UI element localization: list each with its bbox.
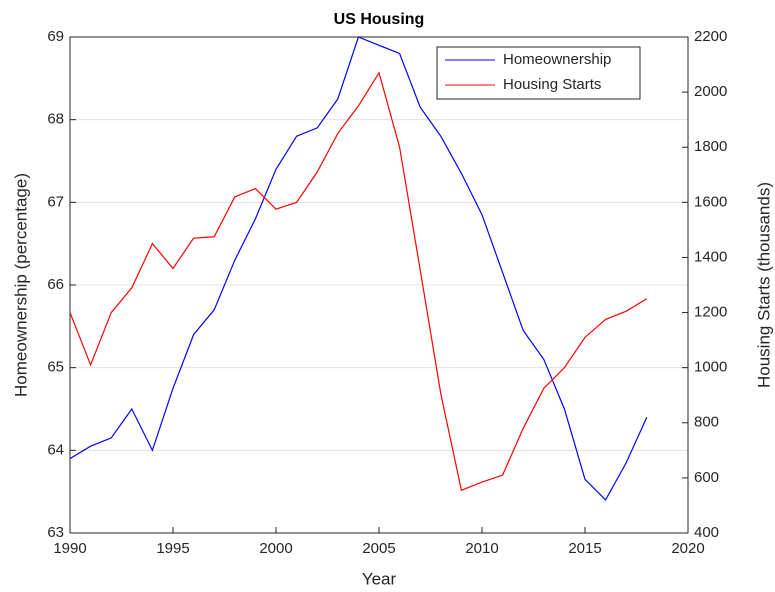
x-tick-label: 2020 — [671, 540, 704, 557]
y-axis-label: Homeownership (percentage) — [11, 173, 30, 397]
y-tick-label: 66 — [47, 276, 64, 293]
y2-tick-label: 800 — [694, 414, 719, 431]
x-tick-label: 2010 — [465, 540, 498, 557]
y-tick-label: 63 — [47, 524, 64, 541]
y2-tick-label: 400 — [694, 524, 719, 541]
x-tick-label: 2005 — [362, 540, 395, 557]
y2-tick-label: 1400 — [694, 248, 727, 265]
y2-axis-label: Housing Starts (thousands) — [754, 182, 773, 388]
x-tick-label: 2015 — [568, 540, 601, 557]
x-axis-label: Year — [362, 569, 397, 588]
y2-tick-label: 2000 — [694, 83, 727, 100]
legend-label: Homeownership — [503, 51, 611, 68]
y-tick-label: 65 — [47, 359, 64, 376]
series-line — [69, 71, 648, 492]
y2-tick-label: 1200 — [694, 304, 727, 321]
y2-tick-label: 600 — [694, 469, 719, 486]
x-tick-label: 1995 — [156, 540, 189, 557]
y-tick-label: 64 — [47, 441, 64, 458]
y-tick-label: 67 — [47, 193, 64, 210]
y2-tick-label: 1000 — [694, 359, 727, 376]
y-tick-label: 69 — [47, 28, 64, 45]
y2-tick-label: 2200 — [694, 28, 727, 45]
x-tick-label: 2000 — [259, 540, 292, 557]
y-tick-label: 68 — [47, 111, 64, 128]
y2-tick-label: 1600 — [694, 193, 727, 210]
x-tick-label: 1990 — [53, 540, 86, 557]
plot-frame — [69, 36, 689, 534]
chart-title: US Housing — [334, 11, 425, 28]
y2-tick-label: 1800 — [694, 138, 727, 155]
legend-box — [436, 46, 641, 100]
legend-label: Housing Starts — [503, 76, 601, 93]
series-line — [69, 36, 648, 501]
